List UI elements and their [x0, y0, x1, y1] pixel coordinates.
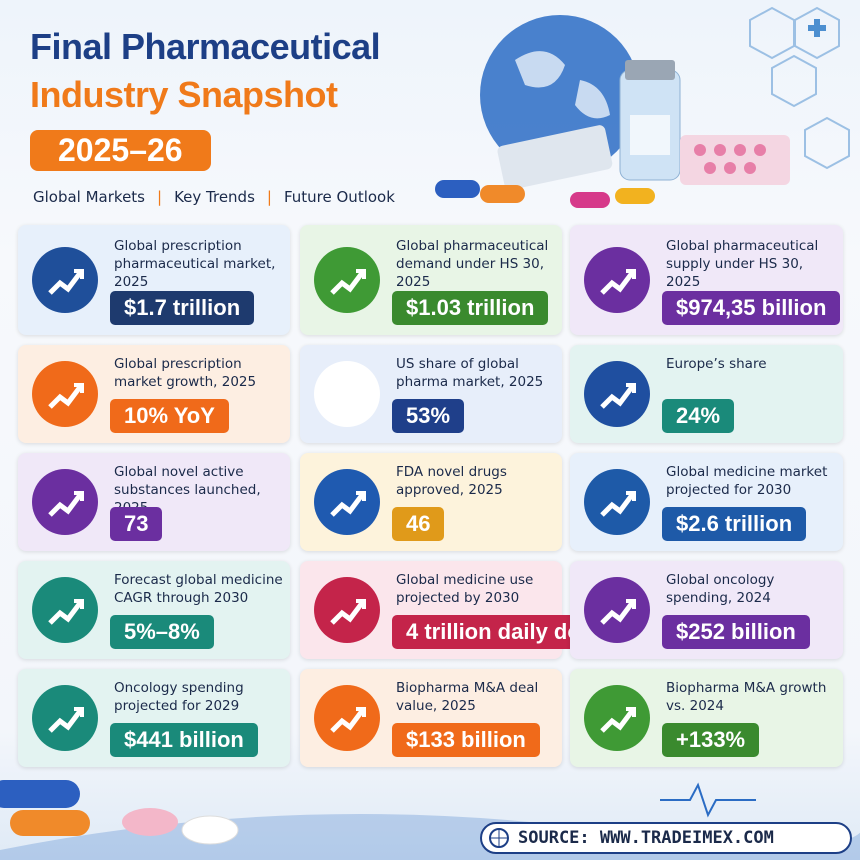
card-label: Global pharmaceutical demand under HS 30…: [396, 238, 549, 290]
card-label: US share of global pharma market, 2025: [396, 356, 544, 390]
card-icon: [314, 577, 380, 643]
separator: |: [266, 188, 272, 206]
stat-card: Biopharma M&A deal value, 2025 $133 billi…: [300, 669, 562, 767]
card-label: Global prescription pharmaceutical marke…: [114, 238, 276, 290]
stat-card: Global medicine use projected by 2030 4 t…: [300, 561, 632, 659]
card-icon: [314, 361, 380, 427]
card-icon: [314, 247, 380, 313]
title: Final Pharmaceutical: [30, 26, 381, 67]
card-icon: [584, 685, 650, 751]
card-value: 24%: [662, 399, 735, 433]
card-label: Biopharma M&A deal value, 2025: [396, 680, 539, 714]
card-value: $1.03 trillion: [392, 291, 549, 325]
card-value: +133%: [662, 723, 760, 757]
card-label: Oncology spending projected for 2029: [114, 680, 244, 714]
card-icon: [584, 247, 650, 313]
stat-card: US share of global pharma market, 2025 53…: [300, 345, 562, 443]
title-highlight: Industry Snapshot: [30, 74, 338, 115]
subtitle: Global Markets | Key Trends | Future Outlook: [33, 188, 395, 206]
subtitle-item: Future Outlook: [283, 188, 395, 206]
card-icon: [584, 469, 650, 535]
card-value: $1.7 trillion: [110, 291, 255, 325]
card-value: 73: [110, 507, 163, 541]
source: SOURCE: WWW.TRADEIMEX.COM: [518, 828, 774, 848]
card-value: $974,35 billion: [662, 291, 841, 325]
year-badge: 2025–26: [30, 130, 211, 171]
card-icon: [314, 469, 380, 535]
card-label: Global prescription market growth, 2025: [114, 356, 257, 390]
card-label: Global oncology spending, 2024: [666, 572, 775, 606]
card-icon: [314, 685, 380, 751]
card-value: 10% YoY: [110, 399, 229, 433]
stat-card: Global prescription pharmaceutical marke…: [18, 225, 290, 335]
card-value: 5%–8%: [110, 615, 214, 649]
source-icon: [489, 828, 509, 848]
card-icon: [32, 469, 98, 535]
card-icon: [32, 247, 98, 313]
card-value: 46: [392, 507, 445, 541]
card-icon: [32, 361, 98, 427]
stat-card: Global prescription market growth, 2025 1…: [18, 345, 290, 443]
card-label: Biopharma M&A growth vs. 2024: [666, 680, 827, 714]
card-label: Forecast global medicine CAGR through 20…: [114, 572, 283, 606]
header-art: [435, 6, 850, 208]
stat-card: Global pharmaceutical demand under HS 30…: [300, 225, 562, 335]
card-icon: [32, 685, 98, 751]
card-label: FDA novel drugs approved, 2025: [396, 464, 507, 498]
card-value: $441 billion: [110, 723, 258, 757]
card-label: Global medicine market projected for 203…: [666, 464, 828, 498]
subtitle-item: Global Markets: [33, 188, 145, 206]
stat-card: Global novel active substances launched,…: [18, 453, 290, 551]
card-label: Global medicine use projected by 2030: [396, 572, 534, 606]
card-icon: [584, 361, 650, 427]
stat-card: Oncology spending projected for 2029 $441…: [18, 669, 290, 767]
card-value: $133 billion: [392, 723, 540, 757]
card-value: 53%: [392, 399, 465, 433]
stat-card: Forecast global medicine CAGR through 20…: [18, 561, 290, 659]
card-icon: [584, 577, 650, 643]
stat-card: FDA novel drugs approved, 2025 46: [300, 453, 562, 551]
source-box: SOURCE: WWW.TRADEIMEX.COM: [480, 822, 852, 854]
card-label: Global pharmaceutical supply under HS 30…: [666, 238, 819, 290]
stat-card: Biopharma M&A growth vs. 2024 +133%: [570, 669, 843, 767]
card-label: Europe’s share: [666, 356, 767, 372]
subtitle-item: Key Trends: [174, 188, 255, 206]
card-icon: [32, 577, 98, 643]
stat-card: Europe’s share 24%: [570, 345, 843, 443]
stat-card: Global pharmaceutical supply under HS 30…: [570, 225, 843, 335]
card-value: $252 billion: [662, 615, 810, 649]
separator: |: [157, 188, 163, 206]
stat-card: Global oncology spending, 2024 $252 billi…: [570, 561, 843, 659]
card-value: $2.6 trillion: [662, 507, 807, 541]
stat-card: Global medicine market projected for 203…: [570, 453, 843, 551]
